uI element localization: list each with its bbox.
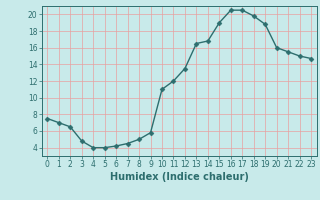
X-axis label: Humidex (Indice chaleur): Humidex (Indice chaleur) — [110, 172, 249, 182]
